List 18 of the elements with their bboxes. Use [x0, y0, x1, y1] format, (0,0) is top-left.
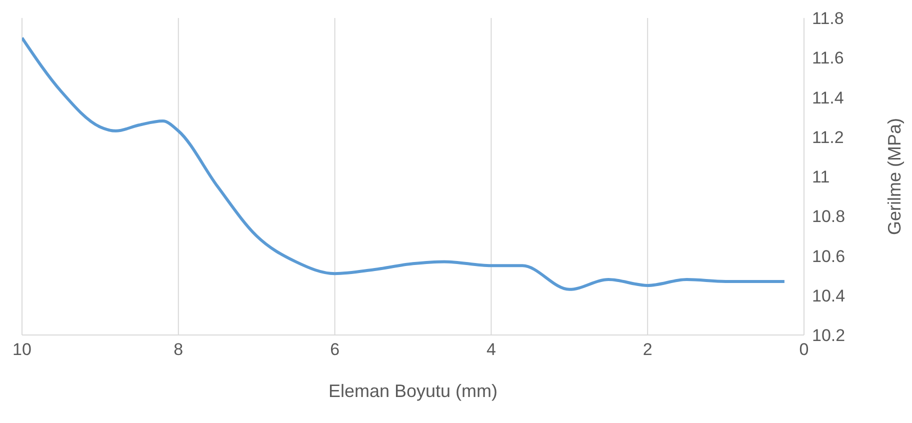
x-axis-title: Eleman Boyutu (mm) [328, 381, 498, 401]
x-tick-label: 2 [642, 340, 652, 360]
y-tick-label: 11 [812, 168, 830, 187]
y-tick-label: 10.8 [812, 207, 846, 226]
x-tick-label: 8 [174, 340, 184, 360]
x-tick-label: 10 [12, 340, 32, 360]
y-tick-label: 10.4 [812, 286, 846, 306]
x-tick-label: 4 [486, 340, 496, 360]
y-tick-label: 10.2 [812, 326, 846, 346]
y-axis-title: Gerilme (MPa) [884, 118, 904, 236]
y-tick-label: 11.8 [812, 9, 844, 28]
y-tick-label: 11.2 [812, 128, 844, 147]
x-tick-label: 6 [330, 340, 340, 360]
y-tick-label: 11.4 [812, 88, 844, 108]
y-tick-label: 11.6 [812, 48, 844, 68]
line-series [22, 36, 786, 291]
y-tick-label: 10.6 [812, 246, 846, 266]
x-tick-label: 0 [799, 340, 809, 360]
